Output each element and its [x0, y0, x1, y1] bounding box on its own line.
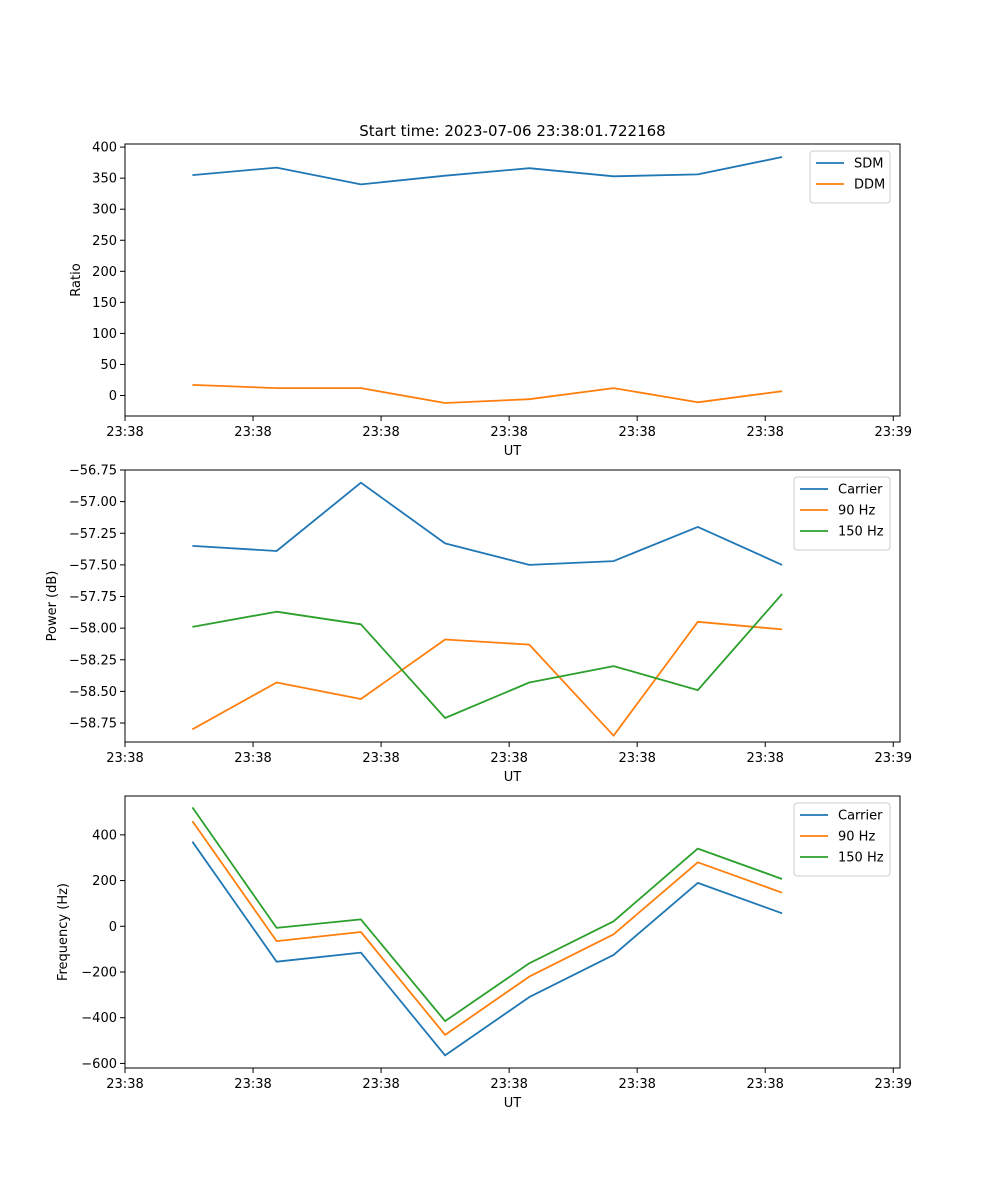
subplot-3: 23:38 23:38 23:38 23:38 23:38 23:38 23:39 −600 −…: [56, 795, 912, 1111]
x-tick-label: 23:38: [746, 1077, 783, 1092]
x-tick-label: 23:38: [490, 751, 527, 766]
y-tick-label: 200: [92, 265, 117, 280]
y-tick-label: −57.50: [69, 558, 117, 573]
y-tick-label: 250: [92, 234, 117, 249]
legend-label: 150 Hz: [838, 525, 884, 540]
legend-label: 90 Hz: [838, 830, 875, 845]
figure-title: Start time: 2023-07-06 23:38:01.722168: [359, 122, 665, 140]
y-tick-label: −58.25: [69, 653, 117, 668]
series-line-90-hz: [191, 820, 783, 1036]
x-tick-label: 23:38: [746, 425, 783, 440]
legend-label: SDM: [854, 157, 883, 172]
series-line-carrier: [192, 481, 783, 566]
legend: SDM DDM: [809, 150, 891, 204]
axes-frame: [124, 795, 901, 1069]
series-line-150-hz: [191, 806, 783, 1022]
x-tick-label: 23:38: [106, 425, 143, 440]
series-line-90-hz: [191, 620, 783, 737]
y-tick-label: 100: [92, 327, 117, 342]
y-tick-label: −200: [81, 966, 117, 981]
y-tick-label: −56.75: [69, 464, 117, 479]
y-tick-label: 200: [92, 874, 117, 889]
subplot-2: 23:38 23:38 23:38 23:38 23:38 23:38 23:39 −58.7…: [45, 464, 912, 786]
legend-frame: [809, 150, 891, 204]
axes-frame: [124, 143, 901, 417]
y-tick-label: 400: [92, 828, 117, 843]
y-tick-label: 400: [92, 141, 117, 156]
x-tick-label: 23:38: [618, 1077, 655, 1092]
x-tick-label: 23:39: [875, 1077, 912, 1092]
x-axis-label: UT: [504, 1096, 522, 1111]
y-tick-label: 0: [109, 920, 117, 935]
legend-label: 90 Hz: [838, 504, 875, 519]
y-tick-label: −400: [81, 1011, 117, 1026]
x-tick-label: 23:39: [875, 751, 912, 766]
y-tick-label: −57.25: [69, 527, 117, 542]
y-tick-label: 150: [92, 296, 117, 311]
y-axis-label: Power (dB): [45, 571, 60, 642]
x-axis-label: UT: [504, 444, 522, 459]
series-line-ddm: [192, 384, 783, 404]
x-tick-label: 23:38: [234, 1077, 271, 1092]
y-axis-label: Frequency (Hz): [56, 883, 71, 981]
y-tick-label: 300: [92, 203, 117, 218]
legend-label: 150 Hz: [838, 851, 884, 866]
x-tick-label: 23:38: [490, 425, 527, 440]
x-tick-label: 23:38: [106, 751, 143, 766]
x-tick-label: 23:38: [362, 425, 399, 440]
y-tick-label: 0: [109, 389, 117, 404]
y-tick-label: −600: [81, 1057, 117, 1072]
subplot-1: 23:38 23:38 23:38 23:38 23:38 23:38 23:39 0 50 10…: [69, 141, 912, 459]
legend: Carrier 90 Hz 150 Hz: [793, 802, 891, 877]
x-tick-label: 23:38: [490, 1077, 527, 1092]
x-tick-label: 23:38: [106, 1077, 143, 1092]
legend-label: Carrier: [838, 483, 883, 498]
x-tick-label: 23:38: [362, 751, 399, 766]
y-tick-label: −58.75: [69, 717, 117, 732]
x-tick-label: 23:38: [618, 751, 655, 766]
y-tick-label: −58.00: [69, 622, 117, 637]
y-axis-label: Ratio: [69, 263, 84, 296]
series-line-150-hz: [192, 593, 783, 719]
subplots: 23:38 23:38 23:38 23:38 23:38 23:38 23:39 0 50 10…: [45, 141, 912, 1111]
y-tick-label: 350: [92, 172, 117, 187]
y-tick-label: 50: [100, 358, 117, 373]
legend-label: DDM: [854, 178, 885, 193]
x-tick-label: 23:38: [618, 425, 655, 440]
y-tick-label: −58.50: [69, 685, 117, 700]
y-tick-label: −57.75: [69, 590, 117, 605]
x-tick-label: 23:38: [362, 1077, 399, 1092]
y-tick-label: −57.00: [69, 495, 117, 510]
legend: Carrier 90 Hz 150 Hz: [793, 476, 891, 551]
x-axis-label: UT: [504, 770, 522, 785]
x-tick-label: 23:38: [746, 751, 783, 766]
series-line-sdm: [192, 156, 783, 186]
series-line-carrier: [191, 841, 783, 1057]
x-tick-label: 23:38: [234, 751, 271, 766]
x-tick-label: 23:38: [234, 425, 271, 440]
x-tick-label: 23:39: [875, 425, 912, 440]
legend-label: Carrier: [838, 809, 883, 824]
